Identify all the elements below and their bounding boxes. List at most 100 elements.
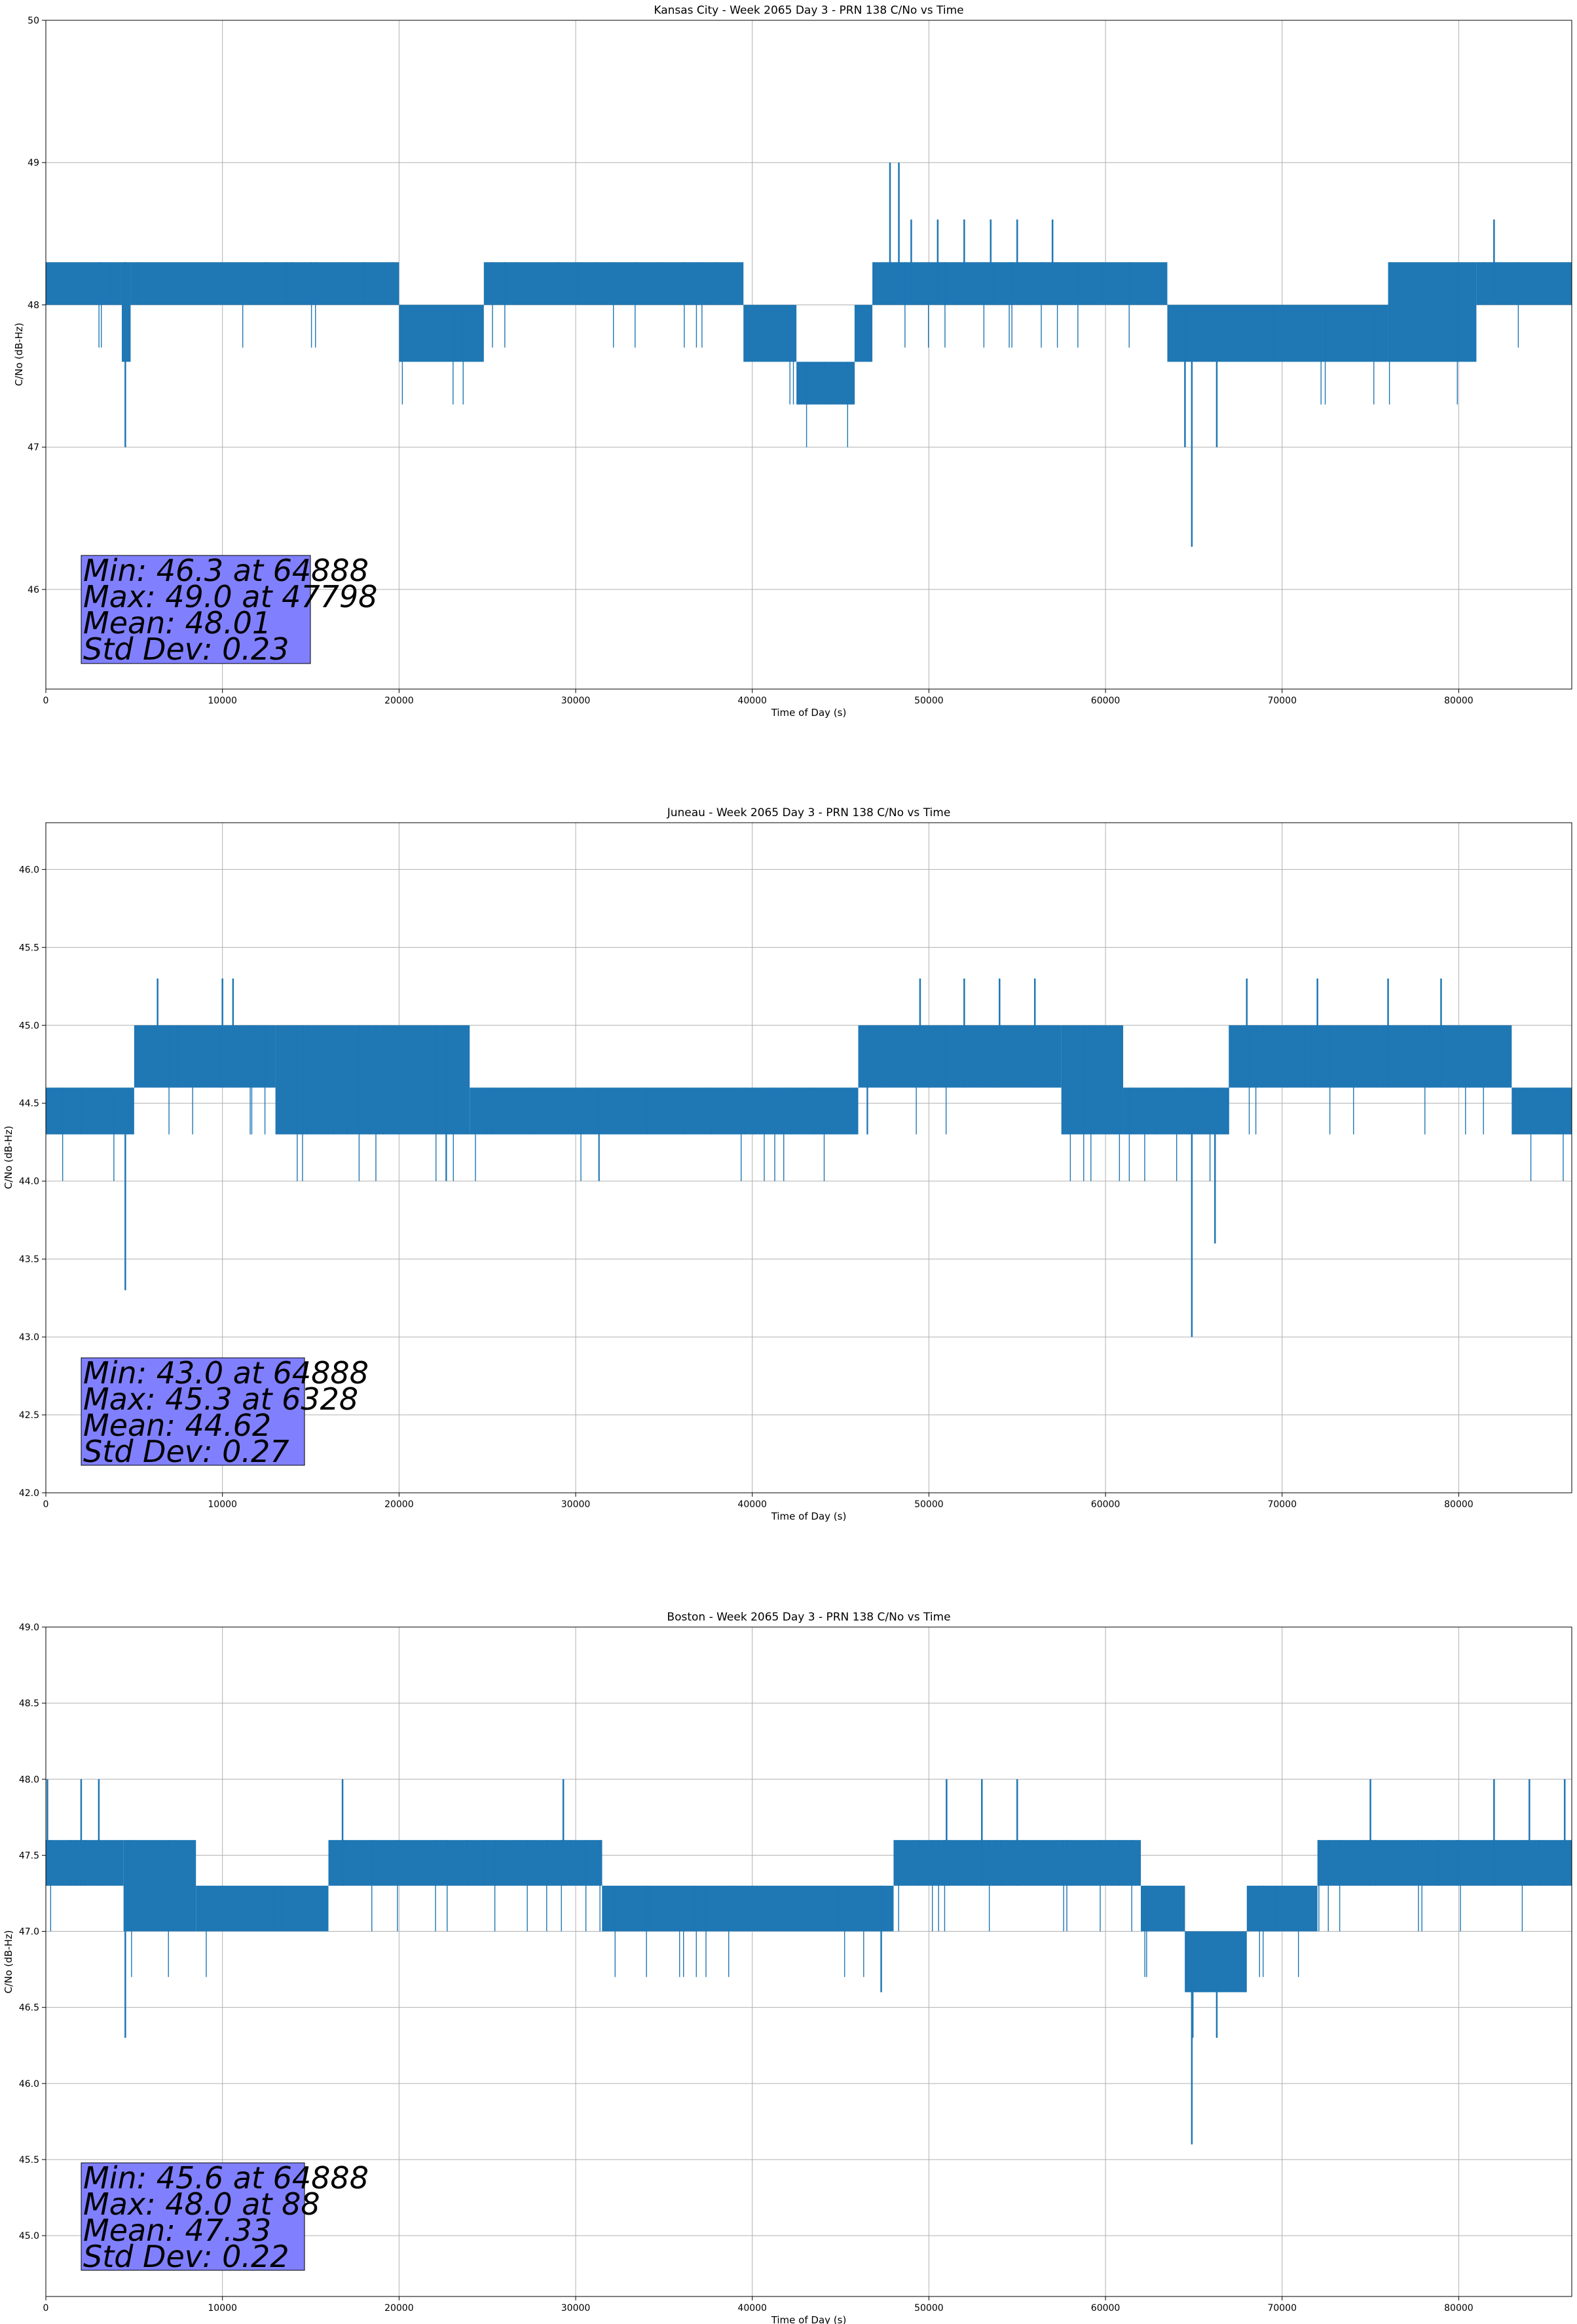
y-tick-label: 45.0 <box>19 1021 39 1031</box>
y-tick-label: 49 <box>28 158 39 168</box>
x-tick-label: 80000 <box>1444 2303 1474 2314</box>
cno-series <box>46 978 1572 1338</box>
stats-box-background <box>81 1357 305 1466</box>
y-tick-label: 47.5 <box>19 1850 39 1861</box>
data-band <box>858 1025 1062 1088</box>
stats-std-dev: Std Dev: 0.23 <box>83 631 289 667</box>
x-tick-label: 10000 <box>208 696 237 706</box>
data-band <box>1061 1025 1124 1134</box>
data-band <box>1512 1087 1572 1134</box>
y-tick-label: 46.0 <box>19 865 39 875</box>
y-tick-label: 46.0 <box>19 2079 39 2090</box>
x-tick-label: 30000 <box>561 696 591 706</box>
stats-max: Max: 45.3 at 6328 <box>83 1381 358 1417</box>
stats-box: Min: 43.0 at 64888 Max: 45.3 at 6328 Mea… <box>81 1355 369 1469</box>
x-tick-label: 80000 <box>1444 696 1474 706</box>
x-tick-label: 10000 <box>208 2303 237 2314</box>
y-axis-label: C/No (dB-Hz) <box>3 1930 14 1994</box>
data-band <box>123 1840 196 1932</box>
data-band <box>1167 305 1388 362</box>
y-tick-label: 47 <box>28 443 39 453</box>
x-tick-label: 0 <box>43 2303 49 2314</box>
x-tick-label: 60000 <box>1091 696 1121 706</box>
y-tick-label: 48.5 <box>19 1698 39 1709</box>
chart-panel: Juneau - Week 2065 Day 3 - PRN 138 C/No … <box>3 806 1572 1522</box>
stats-min: Min: 43.0 at 64888 <box>83 1355 369 1391</box>
x-tick-label: 50000 <box>914 1499 944 1510</box>
x-tick-label: 70000 <box>1267 1499 1297 1510</box>
x-tick-label: 70000 <box>1267 2303 1297 2314</box>
x-tick-label: 0 <box>43 696 49 706</box>
data-band <box>1140 1885 1185 1932</box>
stats-max: Max: 49.0 at 47798 <box>83 579 377 614</box>
x-tick-label: 0 <box>43 1499 49 1510</box>
cno-series <box>46 1779 1572 2145</box>
plot-frame <box>45 20 1572 690</box>
data-band <box>470 1087 859 1134</box>
plot-frame <box>45 1626 1572 2297</box>
x-tick-label: 30000 <box>561 1499 591 1510</box>
data-band <box>46 1087 134 1134</box>
data-band <box>1317 1840 1572 1886</box>
x-tick-label: 30000 <box>561 2303 591 2314</box>
y-tick-label: 42.5 <box>19 1410 39 1421</box>
axis-ticks: 0 10000 20000 30000 40000 50000 60000 70000 8000… <box>19 865 1474 1510</box>
y-axis-label: C/No (dB-Hz) <box>3 1126 14 1190</box>
y-tick-label: 48 <box>28 300 39 310</box>
y-tick-label: 44.0 <box>19 1176 39 1187</box>
x-tick-label: 40000 <box>737 2303 767 2314</box>
plot-frame <box>45 822 1572 1493</box>
y-axis-label: C/No (dB-Hz) <box>13 323 25 386</box>
y-tick-label: 44.5 <box>19 1098 39 1109</box>
x-tick-label: 50000 <box>914 2303 944 2314</box>
chart-title: Kansas City - Week 2065 Day 3 - PRN 138 … <box>654 4 963 17</box>
y-tick-label: 42.0 <box>19 1488 39 1499</box>
chart-title: Boston - Week 2065 Day 3 - PRN 138 C/No … <box>667 1611 950 1624</box>
stats-min: Min: 45.6 at 64888 <box>83 2160 369 2196</box>
stats-mean: Mean: 48.01 <box>83 605 271 641</box>
data-band <box>743 305 797 362</box>
y-tick-label: 47.0 <box>19 1927 39 1938</box>
x-tick-label: 80000 <box>1444 1499 1474 1510</box>
data-band <box>46 1840 124 1886</box>
stats-box: Min: 46.3 at 64888 Max: 49.0 at 47798 Me… <box>81 553 377 667</box>
data-band <box>1229 1025 1512 1088</box>
x-tick-label: 40000 <box>737 1499 767 1510</box>
axis-ticks: 0 10000 20000 30000 40000 50000 60000 70000 8000… <box>28 16 1474 706</box>
data-band <box>1246 1885 1318 1932</box>
stats-mean: Mean: 44.62 <box>83 1408 271 1443</box>
y-tick-label: 45.5 <box>19 943 39 953</box>
x-tick-label: 40000 <box>737 696 767 706</box>
x-tick-label: 20000 <box>384 696 414 706</box>
y-tick-label: 45.5 <box>19 2155 39 2165</box>
x-tick-label: 20000 <box>384 2303 414 2314</box>
x-tick-label: 60000 <box>1091 1499 1121 1510</box>
stats-box-background <box>81 555 311 664</box>
data-band <box>1123 1087 1229 1134</box>
y-tick-label: 50 <box>28 16 39 26</box>
stats-std-dev: Std Dev: 0.22 <box>83 2239 289 2274</box>
y-tick-label: 49.0 <box>19 1622 39 1633</box>
x-tick-label: 70000 <box>1267 696 1297 706</box>
data-band <box>196 1885 329 1932</box>
axis-ticks: 0 10000 20000 30000 40000 50000 60000 70000 8000… <box>19 1622 1474 2314</box>
y-tick-label: 46 <box>28 585 39 595</box>
cno-series <box>46 162 1572 547</box>
data-band <box>796 362 855 405</box>
x-tick-label: 50000 <box>914 696 944 706</box>
data-band <box>328 1840 603 1886</box>
x-axis-label: Time of Day (s) <box>771 1510 847 1522</box>
data-band <box>275 1025 470 1134</box>
x-tick-label: 20000 <box>384 1499 414 1510</box>
data-band <box>121 262 131 362</box>
chart-panel: Boston - Week 2065 Day 3 - PRN 138 C/No … <box>3 1611 1572 2324</box>
y-tick-label: 45.0 <box>19 2231 39 2241</box>
data-band <box>1476 262 1572 305</box>
data-band <box>872 262 1168 305</box>
data-band <box>399 305 484 362</box>
y-tick-label: 46.5 <box>19 2003 39 2014</box>
data-band <box>602 1885 894 1932</box>
x-tick-label: 10000 <box>208 1499 237 1510</box>
data-band <box>1185 1931 1247 1993</box>
